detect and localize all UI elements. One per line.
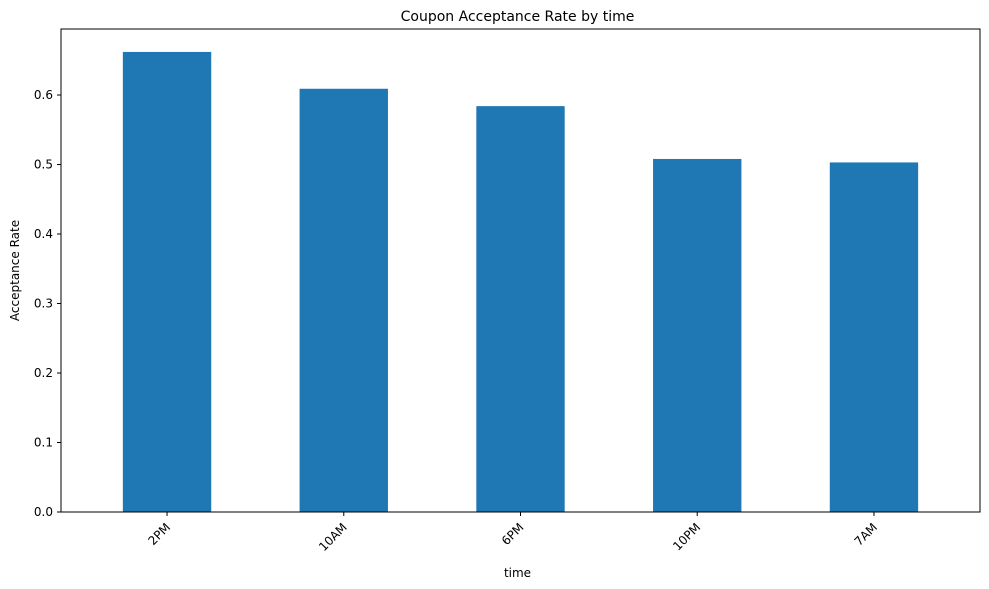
- bar-10pm: [653, 158, 742, 513]
- y-tick-label: 0.4: [34, 227, 53, 241]
- bar-7am: [829, 162, 919, 512]
- y-tick-label: 0.0: [34, 505, 53, 519]
- chart-title: Coupon Acceptance Rate by time: [401, 9, 635, 25]
- bars: [122, 51, 919, 513]
- y-axis-label: Acceptance Rate: [8, 220, 22, 321]
- bar-10am: [299, 88, 388, 512]
- y-tick-label: 0.1: [34, 436, 53, 450]
- y-axis-ticks: 0.0 0.1 0.2 0.3 0.4 0.5 0.6: [34, 88, 61, 519]
- bar-6pm: [476, 106, 565, 513]
- plot-frame: [60, 28, 981, 513]
- y-tick-label: 0.2: [34, 366, 53, 380]
- y-tick-label: 0.3: [34, 297, 53, 311]
- bar-2pm: [122, 51, 212, 513]
- y-tick-label: 0.5: [34, 158, 53, 172]
- x-axis-label: time: [504, 566, 531, 580]
- y-tick-label: 0.6: [34, 88, 53, 102]
